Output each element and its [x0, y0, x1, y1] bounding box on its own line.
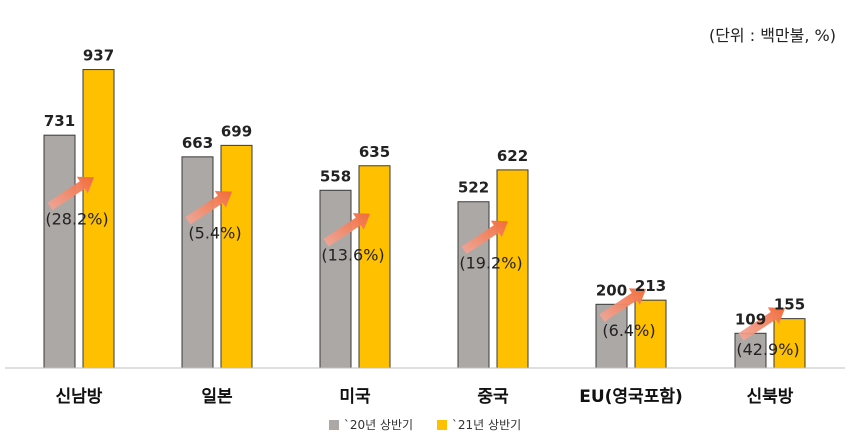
- growth-arrow-icon: [47, 176, 94, 211]
- value-label: 522: [458, 179, 489, 197]
- legend-item-2021: `21년 상반기: [436, 416, 522, 433]
- category-labels-layer: 신남방 일본 미국 중국 EU(영국포함) 신북방: [56, 386, 794, 407]
- value-label: 937: [83, 47, 114, 65]
- growth-label: (42.9%): [736, 340, 799, 359]
- bar-2020: [319, 189, 352, 369]
- category-label: 중국: [477, 387, 509, 407]
- category-label: 미국: [339, 387, 371, 407]
- category-label: 일본: [201, 387, 233, 407]
- legend-label-2021: `21년 상반기: [451, 418, 522, 432]
- growth-arrow-icon: [185, 191, 232, 225]
- growth-labels-layer: (28.2%) (5.4%) (13.6%) (19.2%) (6.4%) (42.9%): [45, 209, 799, 359]
- legend-label-2020: `20년 상반기: [343, 418, 414, 432]
- growth-arrows-layer: [47, 176, 785, 341]
- growth-arrow-icon: [599, 288, 646, 322]
- legend-swatch-2020: [328, 419, 339, 430]
- category-label: 신남방: [56, 387, 103, 407]
- bar-2021: [634, 299, 667, 369]
- value-labels-layer: 731 937 663 699 558 635 522 622 200 213 109 155: [44, 47, 805, 329]
- bars-layer: [43, 69, 806, 369]
- value-label: 109: [735, 310, 766, 328]
- legend: `20년 상반기 `21년 상반기: [0, 416, 850, 433]
- growth-label: (5.4%): [188, 224, 241, 243]
- growth-arrow-icon: [461, 220, 508, 254]
- legend-item-2020: `20년 상반기: [328, 416, 414, 433]
- value-label: 558: [320, 167, 351, 185]
- value-label: 200: [596, 281, 627, 299]
- growth-arrow-icon: [738, 307, 785, 341]
- bar-2020: [181, 156, 214, 369]
- legend-swatch-2021: [436, 419, 447, 430]
- growth-arrow-icon: [323, 213, 370, 247]
- value-label: 699: [221, 122, 252, 140]
- growth-label: (6.4%): [602, 321, 655, 340]
- value-label: 635: [359, 143, 390, 161]
- bar-2021: [220, 144, 253, 369]
- value-label: 731: [44, 112, 75, 130]
- growth-label: (13.6%): [321, 246, 384, 265]
- unit-label: (단위 : 백만불, %): [708, 26, 836, 45]
- growth-label: (28.2%): [45, 209, 108, 228]
- value-label: 155: [774, 296, 805, 314]
- bar-2021: [82, 69, 115, 369]
- growth-label: (19.2%): [459, 253, 522, 272]
- value-label: 622: [497, 147, 528, 165]
- value-label: 213: [635, 277, 666, 295]
- bar-2021: [773, 318, 806, 369]
- category-label: EU(영국포함): [579, 386, 683, 407]
- bar-2021: [358, 165, 391, 369]
- bar-2020: [43, 134, 76, 369]
- category-label: 신북방: [747, 387, 794, 407]
- bar-2020: [457, 201, 490, 369]
- value-label: 663: [182, 134, 213, 152]
- bar-2021: [496, 169, 529, 369]
